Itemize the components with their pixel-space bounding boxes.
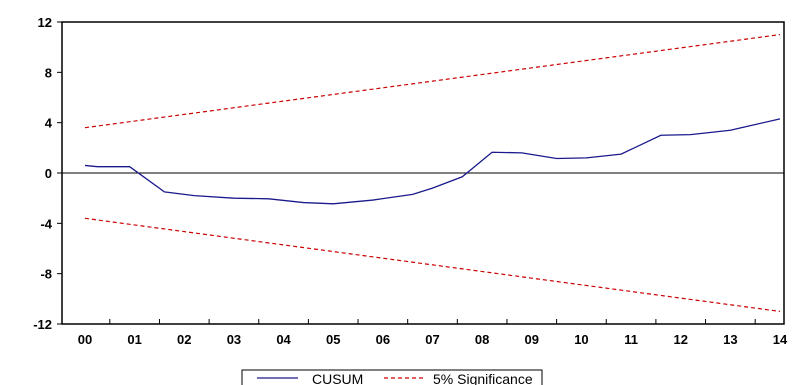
series-layer (84, 33, 781, 313)
x-tick-label: 03 (227, 332, 241, 347)
legend-cusum-label: CUSUM (312, 371, 363, 385)
cusum-line (84, 118, 781, 205)
significance-lower-line (84, 217, 781, 313)
y-tick-label: 8 (45, 65, 52, 80)
x-tick-label: 04 (276, 332, 291, 347)
x-tick-label: 14 (773, 332, 788, 347)
y-tick-label: 4 (45, 116, 53, 131)
x-tick-label: 06 (376, 332, 390, 347)
y-tick-label: -8 (40, 267, 52, 282)
significance-upper-line (84, 33, 781, 129)
legend: CUSUM 5% Significance (241, 369, 543, 385)
y-tick-label: -12 (33, 317, 52, 332)
x-tick-label: 10 (574, 332, 588, 347)
x-tick-label: 01 (127, 332, 141, 347)
x-tick-label: 07 (425, 332, 439, 347)
x-axis-ticks: 00 01 02 03 04 05 06 07 08 09 10 11 12 13 14 (78, 319, 788, 347)
y-tick-label: 0 (45, 166, 52, 181)
x-tick-label: 11 (624, 332, 638, 347)
y-tick-label: -4 (40, 216, 52, 231)
y-axis-ticks: 12 8 4 0 -4 -8 -12 (33, 15, 62, 332)
x-tick-label: 05 (326, 332, 340, 347)
x-tick-label: 02 (177, 332, 191, 347)
x-tick-label: 00 (78, 332, 92, 347)
x-tick-label: 08 (475, 332, 489, 347)
y-tick-label: 12 (38, 15, 52, 30)
x-tick-label: 09 (525, 332, 539, 347)
x-tick-label: 13 (723, 332, 737, 347)
x-tick-label: 12 (673, 332, 687, 347)
legend-significance-label: 5% Significance (433, 371, 533, 385)
